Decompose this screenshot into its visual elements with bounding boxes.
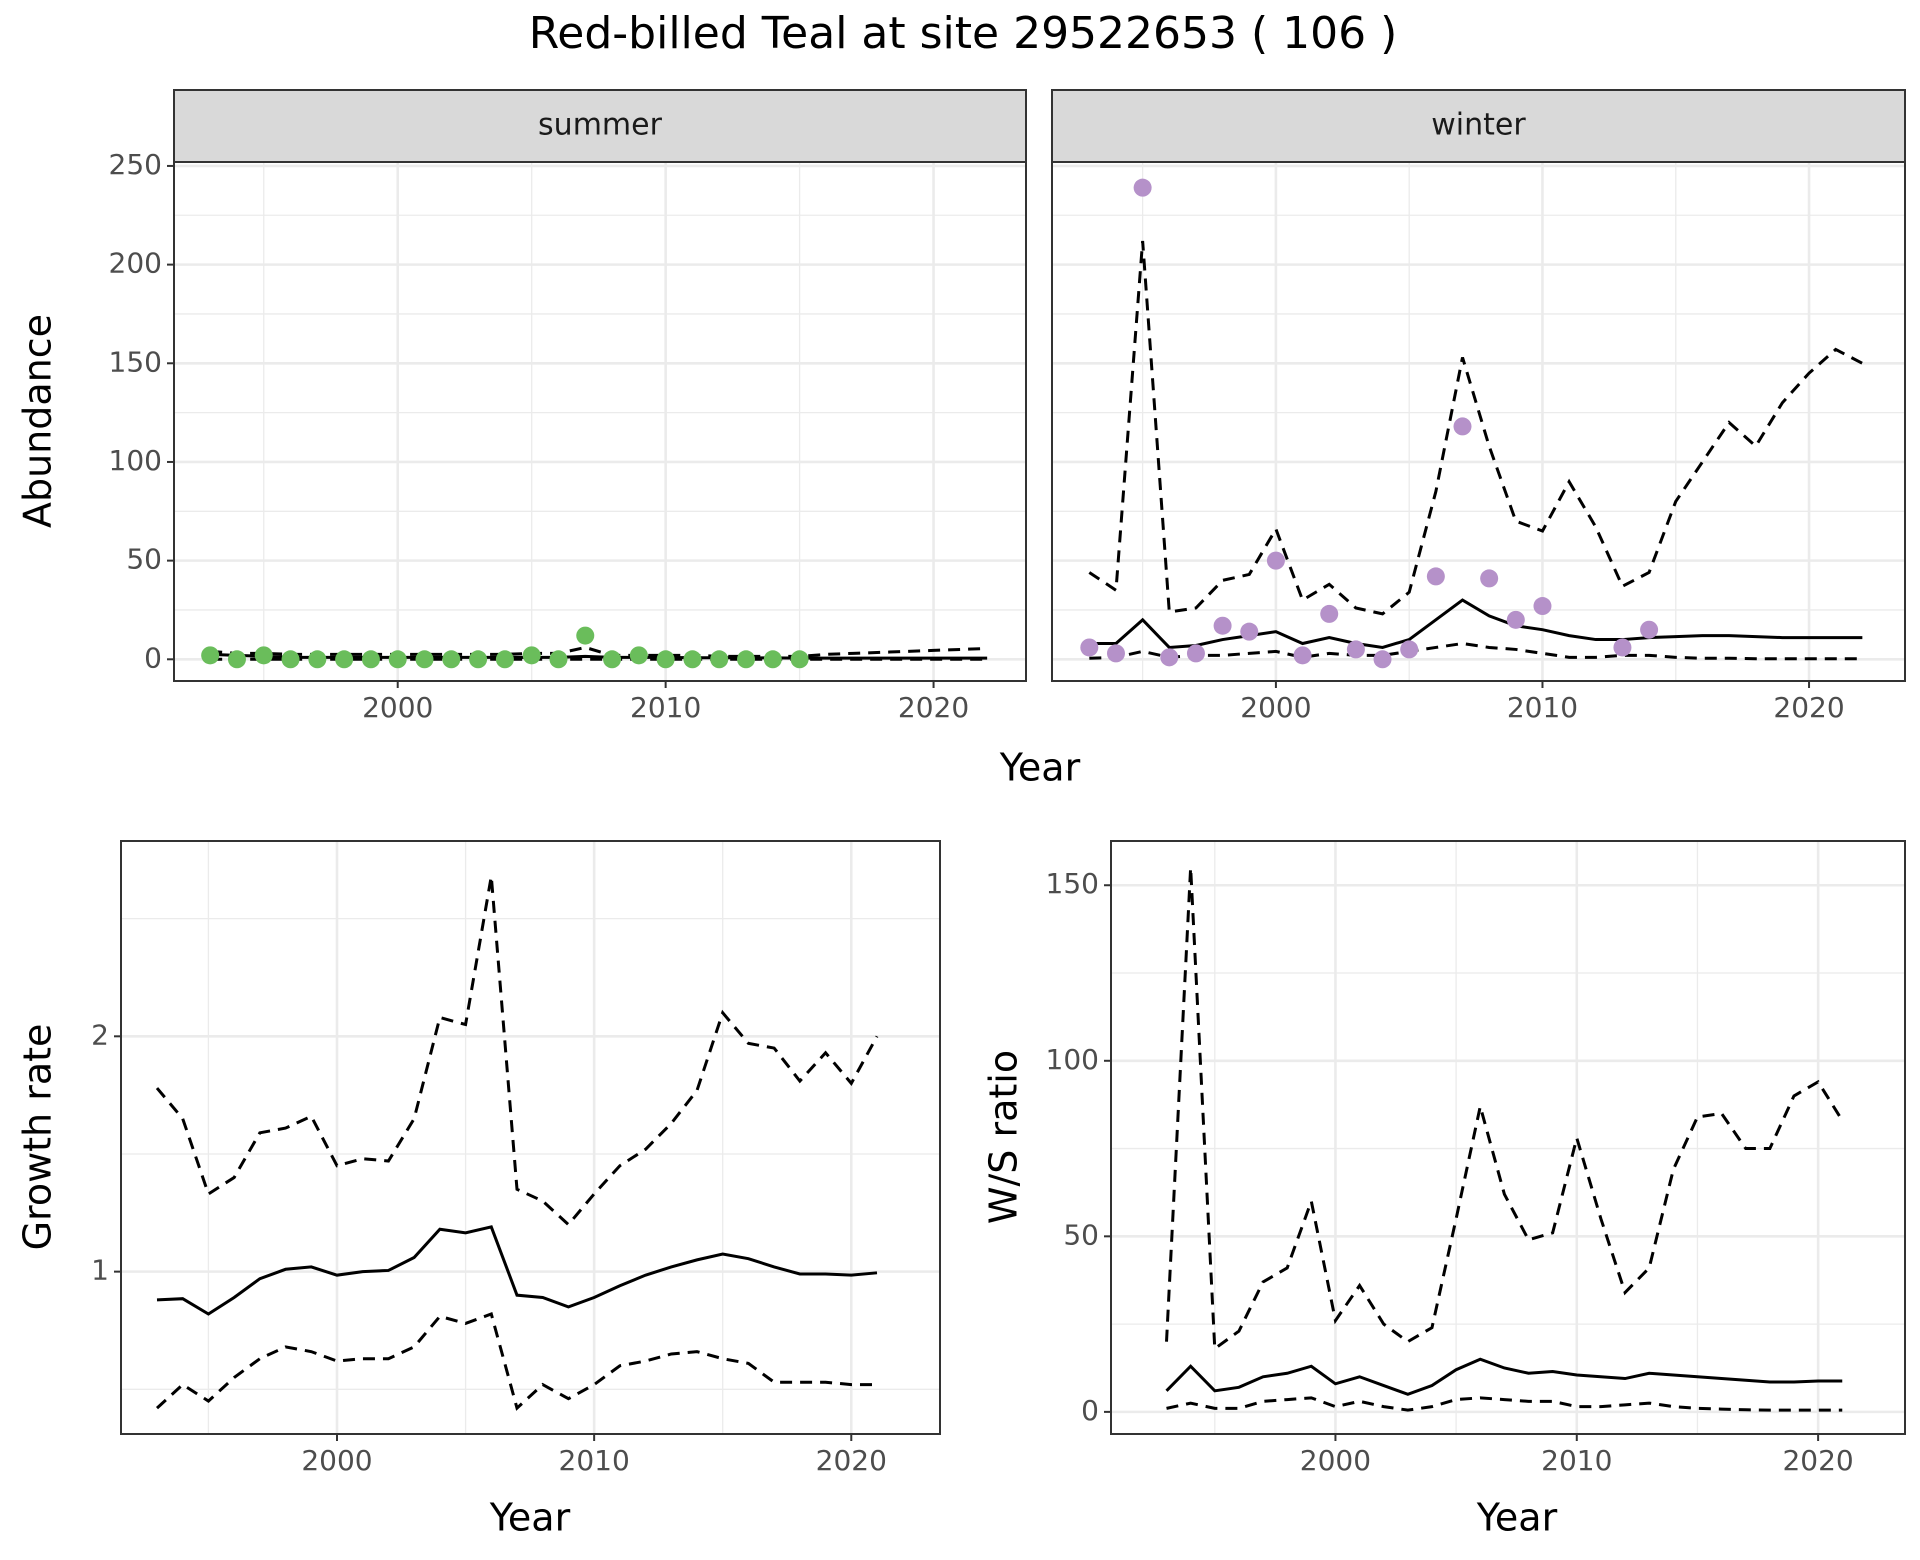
data-point	[1320, 604, 1339, 623]
x-axis-title: Year	[489, 1496, 571, 1540]
data-point	[361, 650, 380, 669]
x-tick-label: 2020	[1773, 691, 1844, 724]
data-point	[1106, 644, 1125, 663]
data-point	[1266, 551, 1285, 570]
interval-line	[155, 876, 879, 1227]
interval-line	[1165, 867, 1844, 1352]
data-point	[1613, 638, 1632, 657]
x-tick-label: 2000	[362, 691, 433, 724]
panel-background	[174, 162, 1026, 681]
x-tick-label: 2020	[816, 1444, 887, 1477]
x-tick-label: 2010	[630, 691, 701, 724]
data-point	[1480, 569, 1499, 588]
y-tick-label: 200	[109, 247, 162, 280]
y-tick-label: 0	[1081, 1394, 1099, 1427]
data-point	[1640, 620, 1659, 639]
y-tick-label: 250	[109, 148, 162, 181]
strip-background	[1051, 89, 1906, 163]
data-point	[1293, 646, 1312, 665]
data-point	[495, 650, 514, 669]
data-point	[710, 650, 729, 669]
x-axis-title: Year	[999, 746, 1081, 790]
figure-title: Red-billed Teal at site 29522653 ( 106 )	[529, 8, 1398, 59]
mean-line	[156, 1225, 878, 1316]
data-point	[790, 650, 809, 669]
data-point	[1160, 648, 1179, 667]
y-tick-label: 150	[109, 345, 162, 378]
y-tick-label: 100	[1046, 1043, 1099, 1076]
interval-line	[1088, 240, 1864, 616]
y-axis-title: W/S ratio	[982, 1050, 1026, 1224]
y-axis-title: Abundance	[16, 314, 60, 528]
data-point	[683, 650, 702, 669]
data-point	[576, 626, 595, 645]
y-tick-label: 150	[1046, 867, 1099, 900]
strip-background	[173, 89, 1027, 163]
panel-border	[1110, 840, 1906, 1435]
y-tick-label: 50	[1063, 1218, 1099, 1251]
data-point	[522, 646, 541, 665]
mean-line	[1089, 598, 1863, 649]
data-point	[549, 650, 568, 669]
data-point	[737, 650, 756, 669]
data-point	[254, 646, 273, 665]
x-axis-title: Year	[1476, 1496, 1558, 1540]
data-point	[1506, 610, 1525, 629]
y-tick-label: 50	[126, 543, 162, 576]
data-point	[335, 650, 354, 669]
data-point	[1240, 622, 1259, 641]
strip-label: summer	[538, 108, 663, 143]
panel-background	[121, 841, 940, 1434]
data-point	[1080, 638, 1099, 657]
data-point	[415, 650, 434, 669]
data-point	[1426, 567, 1445, 586]
data-point	[656, 650, 675, 669]
panel-border	[120, 840, 941, 1435]
data-point	[1533, 597, 1552, 616]
interval-line	[155, 1312, 877, 1411]
panel-background	[1111, 841, 1905, 1434]
data-point	[629, 646, 648, 665]
x-tick-label: 2000	[1240, 691, 1311, 724]
data-point	[308, 650, 327, 669]
data-point	[1346, 640, 1365, 659]
data-point	[1373, 650, 1392, 669]
data-point	[201, 646, 220, 665]
y-tick-label: 100	[109, 444, 162, 477]
data-point	[603, 650, 622, 669]
data-point	[469, 650, 488, 669]
data-point	[281, 650, 300, 669]
x-tick-label: 2020	[1782, 1444, 1853, 1477]
x-tick-label: 2000	[1300, 1444, 1371, 1477]
data-point	[1453, 417, 1472, 436]
x-tick-label: 2010	[1541, 1444, 1612, 1477]
x-tick-label: 2000	[301, 1444, 372, 1477]
interval-line	[1166, 1396, 1843, 1412]
data-point	[442, 650, 461, 669]
data-point	[1186, 644, 1205, 663]
data-point	[763, 650, 782, 669]
x-tick-label: 2020	[898, 691, 969, 724]
y-axis-title: Growth rate	[16, 1024, 60, 1251]
x-tick-label: 2010	[1507, 691, 1578, 724]
data-point	[227, 650, 246, 669]
interval-line	[1089, 641, 1863, 661]
y-tick-label: 2	[91, 1018, 109, 1051]
data-point	[1400, 640, 1419, 659]
x-tick-label: 2010	[559, 1444, 630, 1477]
mean-line	[1165, 1357, 1843, 1396]
y-tick-label: 1	[91, 1254, 109, 1287]
panel-background	[1052, 162, 1905, 681]
data-point	[1213, 616, 1232, 635]
strip-label: winter	[1431, 108, 1526, 143]
data-point	[388, 650, 407, 669]
y-tick-label: 0	[144, 641, 162, 674]
data-point	[1133, 178, 1152, 197]
